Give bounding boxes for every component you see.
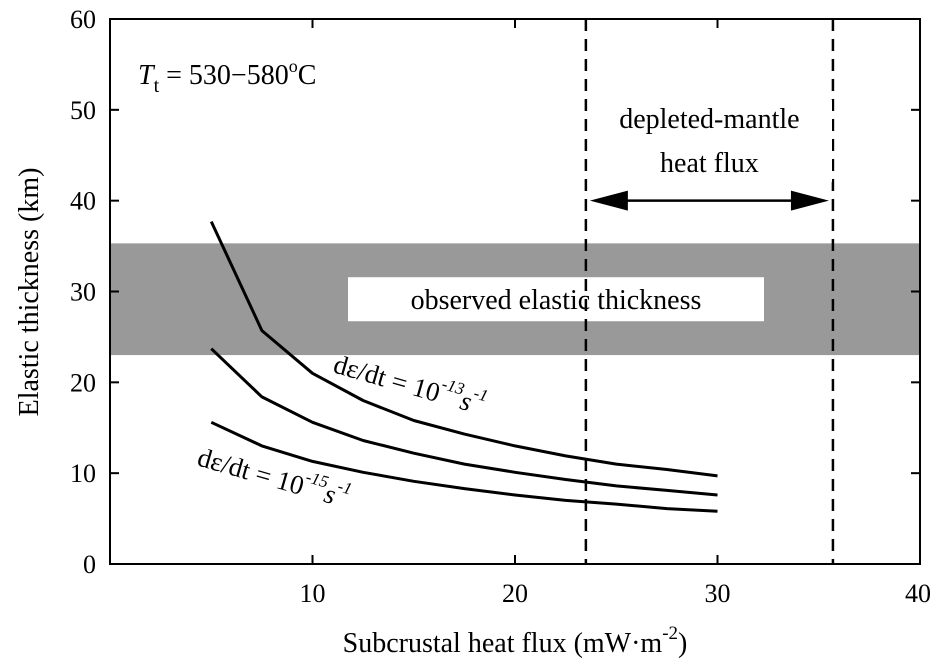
x-tick-label: 10	[300, 579, 326, 608]
y-tick-label: 10	[70, 459, 96, 488]
y-tick-label: 0	[83, 550, 96, 579]
x-axis-title: Subcrustal heat flux (mW·m-2)	[343, 623, 688, 659]
arrow-head-right	[790, 190, 829, 211]
series-lines	[209, 220, 718, 513]
y-tick-label: 50	[70, 96, 96, 125]
y-tick-label: 60	[70, 5, 96, 34]
depleted-mantle-label: depleted-mantle	[619, 104, 799, 135]
arrow-head-left	[589, 190, 628, 211]
axis-ticks: 10 20 30 40 0 10 20 30 40 50 60	[70, 5, 931, 608]
heat-flux-range-arrow	[589, 190, 829, 211]
vline-label-background	[588, 100, 832, 182]
strain-rate-label-top: dε/dt = 10-13s-1	[330, 344, 490, 421]
y-axis-title: Elastic thickness (km)	[14, 168, 45, 417]
temperature-label: Tt = 530−580oC	[138, 56, 316, 97]
band-label: observed elastic thickness	[411, 285, 702, 316]
series-line-3	[210, 420, 718, 513]
depleted-mantle-bounds	[584, 19, 835, 564]
y-tick-label: 20	[70, 368, 96, 397]
y-tick-label: 30	[70, 278, 96, 307]
y-tick-label: 40	[70, 187, 96, 216]
x-tick-label: 20	[502, 579, 528, 608]
series-line-1	[209, 220, 718, 478]
heat-flux-label: heat flux	[660, 148, 759, 179]
band-label-background	[348, 277, 764, 322]
series-line-2	[210, 347, 718, 497]
x-tick-label: 30	[705, 579, 731, 608]
x-tick-label: 40	[905, 579, 931, 608]
